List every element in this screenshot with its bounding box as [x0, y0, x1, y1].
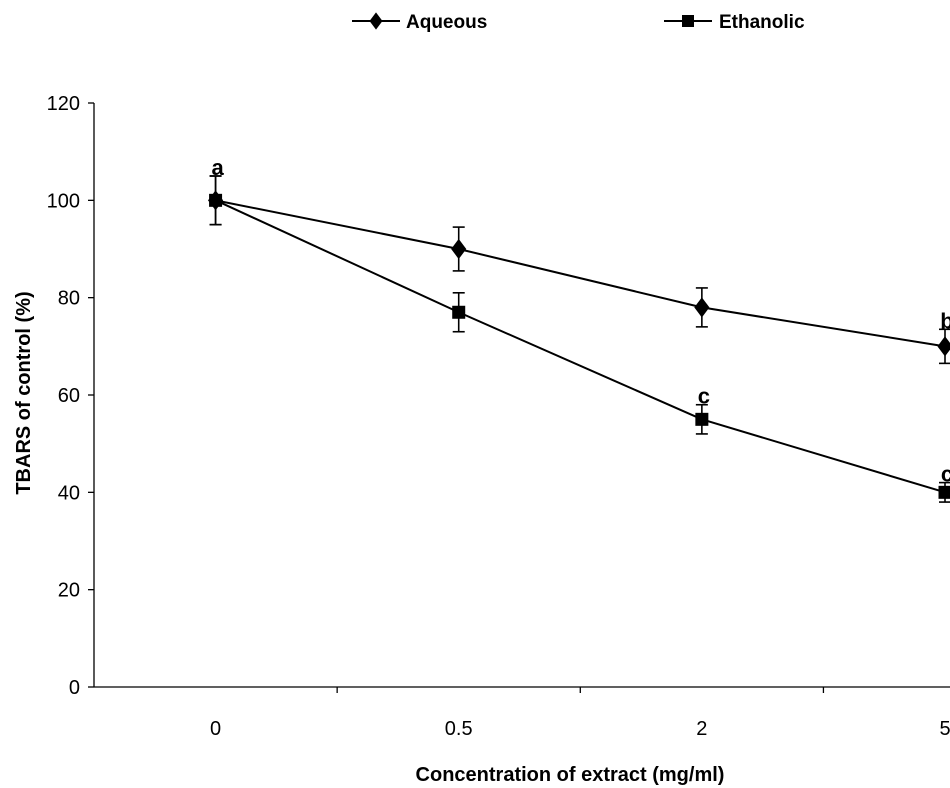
square-marker — [938, 485, 950, 499]
legend: Aqueous Ethanolic — [352, 12, 805, 33]
legend-item-ethanolic: Ethanolic — [664, 12, 805, 33]
y-axis-title: TBARS of control (%) — [13, 291, 35, 494]
diamond-marker — [937, 336, 950, 357]
x-tick-label: 2 — [696, 718, 707, 740]
y-tick-label: 20 — [58, 580, 80, 602]
y-tick-label: 60 — [58, 385, 80, 407]
x-axis-title: Concentration of extract (mg/ml) — [416, 764, 725, 786]
legend-label: Ethanolic — [719, 12, 805, 33]
y-tick-label: 40 — [58, 482, 80, 504]
series-line — [215, 199, 946, 494]
square-marker — [695, 412, 709, 426]
legend-label: Aqueous — [406, 12, 487, 33]
significance-label: a — [211, 155, 224, 180]
x-tick-label: 5 — [939, 718, 950, 740]
diamond-marker — [369, 12, 383, 30]
legend-item-aqueous: Aqueous — [352, 12, 487, 33]
square-marker — [682, 15, 694, 27]
diamond-marker — [451, 238, 467, 260]
significance-label: b — [940, 308, 950, 333]
diamond-marker — [694, 297, 710, 318]
y-tick-label: 0 — [69, 677, 80, 699]
series-line — [215, 199, 946, 348]
series-ethanolic: cc — [209, 175, 950, 503]
y-tick-label: 100 — [47, 190, 80, 212]
square-marker — [209, 193, 223, 207]
series-aqueous: ab — [208, 155, 950, 365]
y-tick-label: 80 — [58, 288, 80, 310]
significance-label: c — [941, 462, 950, 487]
axes: 0 20 40 60 80 100 120 0 0.5 2 5 — [47, 93, 950, 740]
y-tick-label: 120 — [47, 93, 80, 115]
significance-label: c — [698, 384, 710, 409]
x-tick-label: 0.5 — [445, 718, 473, 740]
x-tick-label: 0 — [210, 718, 221, 740]
square-marker — [452, 305, 466, 319]
